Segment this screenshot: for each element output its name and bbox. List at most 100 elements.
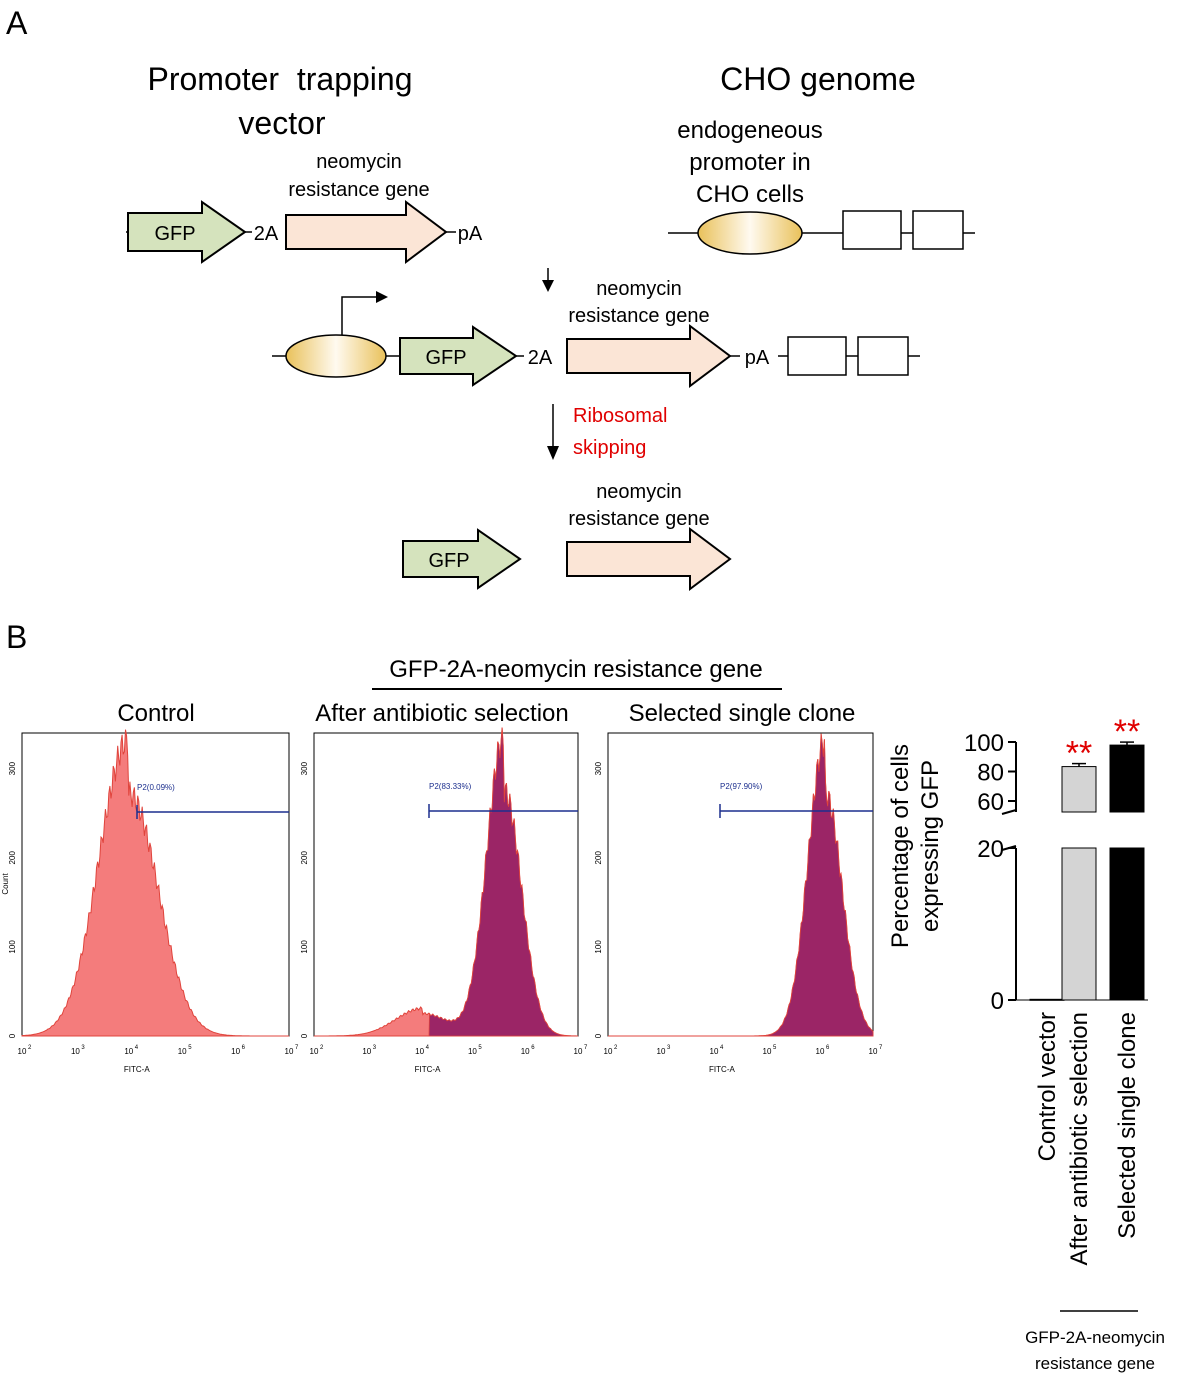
gate-label: P2(0.09%)	[137, 783, 175, 792]
vector-construct: GFP 2A neomycin resistance gene pA	[126, 151, 483, 264]
polya-label: pA	[458, 223, 483, 245]
promoter-ellipse	[697, 211, 803, 255]
x-tick-label: 10	[521, 1047, 530, 1056]
x-tick-exponent: 6	[242, 1045, 246, 1051]
x-tick-exponent: 2	[320, 1045, 324, 1051]
y-axis-label-line1: Percentage of cells	[887, 744, 914, 948]
gated-region	[720, 733, 874, 1037]
x-axis-label: FITC-A	[709, 1065, 735, 1074]
x-axis-label: FITC-A	[124, 1065, 150, 1074]
promoter-label-line2: promoter in	[689, 149, 810, 176]
vector-title-line1: Promoter trapping	[147, 61, 412, 97]
panel-label-b: B	[6, 619, 27, 655]
gfp-label: GFP	[154, 223, 195, 245]
y-tick-label: 0	[991, 988, 1004, 1015]
gfp-arrow	[402, 528, 522, 590]
bar-lower	[1109, 847, 1145, 1001]
x-tick-exponent: 5	[188, 1045, 192, 1051]
neo-label-line2: resistance gene	[568, 508, 709, 530]
y-tick-label: 300	[594, 761, 603, 775]
promoter-label-line3: CHO cells	[696, 181, 804, 208]
x-tick-exponent: 4	[720, 1045, 724, 1051]
x-tick-exponent: 5	[478, 1045, 482, 1051]
y-tick-label: 0	[300, 1033, 309, 1038]
down-arrow	[542, 268, 554, 292]
promoter-ellipse	[285, 334, 387, 378]
x-tick-label: 10	[310, 1047, 319, 1056]
cho-genome	[668, 210, 975, 255]
y-tick-label: 200	[8, 851, 17, 865]
genome-title: CHO genome	[720, 61, 916, 97]
y-tick-label: 0	[8, 1033, 17, 1038]
neo-label-line1: neomycin	[596, 481, 682, 503]
x-tick-exponent: 7	[295, 1045, 299, 1051]
x-tick-label: 10	[763, 1047, 772, 1056]
category-label: Selected single clone	[1114, 1012, 1141, 1239]
x-tick-label: 10	[468, 1047, 477, 1056]
separated-products: GFP neomycin resistance gene	[402, 481, 732, 591]
x-tick-label: 10	[710, 1047, 719, 1056]
histogram-frame	[313, 732, 579, 1037]
y-tick-label: 100	[594, 940, 603, 954]
neo-label-line2: resistance gene	[288, 179, 429, 201]
y-tick-label: 300	[8, 761, 17, 775]
y-tick-label: 20	[977, 836, 1004, 863]
x-tick-label: 10	[71, 1047, 80, 1056]
neo-label-line1: neomycin	[316, 151, 402, 173]
gate-label: P2(83.33%)	[429, 782, 472, 791]
ribosomal-label-line2: skipping	[573, 437, 646, 459]
bar-upper	[1109, 744, 1145, 813]
x-tick-exponent: 3	[81, 1045, 85, 1051]
y-tick-label: 100	[8, 940, 17, 954]
gfp-label: GFP	[428, 550, 469, 572]
exon-box	[857, 336, 909, 376]
neo-label-line1: neomycin	[596, 278, 682, 300]
x-tick-label: 10	[604, 1047, 613, 1056]
y-tick-label: 200	[594, 851, 603, 865]
gfp-label: GFP	[425, 347, 466, 369]
y-tick-label: 0	[594, 1033, 603, 1038]
x-tick-label: 10	[869, 1047, 878, 1056]
y-tick-label: 60	[977, 789, 1004, 816]
hist-title-after-selection: After antibiotic selection	[315, 700, 568, 727]
significance-marker: **	[1066, 735, 1092, 773]
x-tick-exponent: 4	[426, 1045, 430, 1051]
hist-group-title: GFP-2A-neomycin resistance gene	[389, 656, 763, 683]
significance-marker: **	[1114, 713, 1140, 751]
x-axis-label: FITC-A	[415, 1065, 441, 1074]
x-tick-exponent: 3	[667, 1045, 671, 1051]
histogram-curve	[21, 729, 289, 1037]
neo-arrow	[566, 527, 732, 591]
bar	[1029, 998, 1065, 1001]
category-label: Control vector	[1034, 1012, 1061, 1161]
exon-box	[842, 210, 902, 250]
bar-upper	[1061, 766, 1097, 813]
exon-box	[912, 210, 964, 250]
x-tick-exponent: 3	[373, 1045, 377, 1051]
vector-title-line2: vector	[238, 105, 325, 141]
integrated-construct: GFP 2A neomycin resistance gene pA	[272, 278, 920, 388]
gate-label: P2(97.90%)	[720, 782, 763, 791]
y-tick-label: 200	[300, 851, 309, 865]
y-tick-label: 100	[300, 940, 309, 954]
x-tick-exponent: 4	[135, 1045, 139, 1051]
t2a-label: 2A	[254, 223, 279, 245]
x-tick-exponent: 7	[584, 1045, 588, 1051]
down-arrow	[547, 404, 559, 460]
y-tick-label: 300	[300, 761, 309, 775]
gfp-arrow	[127, 200, 247, 264]
x-tick-exponent: 7	[879, 1045, 883, 1051]
x-tick-exponent: 5	[773, 1045, 777, 1051]
x-tick-label: 10	[415, 1047, 424, 1056]
x-tick-label: 10	[657, 1047, 666, 1056]
hist-title-single-clone: Selected single clone	[629, 700, 856, 727]
y-axis-label-line2: expressing GFP	[917, 760, 944, 932]
neo-arrow	[285, 200, 448, 264]
ribosomal-label-line1: Ribosomal	[573, 405, 667, 427]
x-tick-label: 10	[285, 1047, 294, 1056]
x-tick-label: 10	[178, 1047, 187, 1056]
